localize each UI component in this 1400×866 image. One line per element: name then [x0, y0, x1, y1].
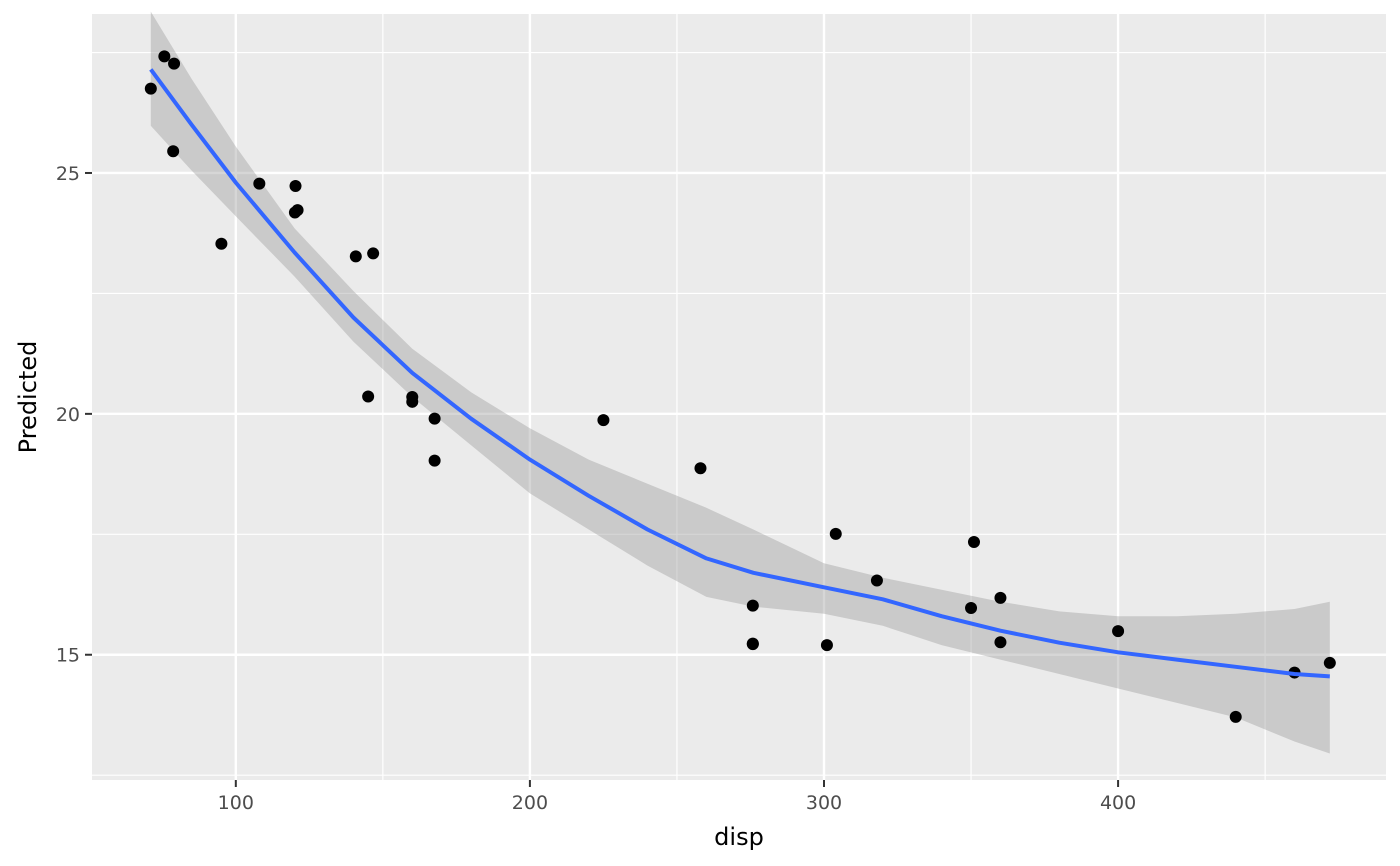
- y-tick-label: 20: [56, 404, 80, 426]
- x-axis-title: disp: [714, 823, 764, 851]
- data-point: [967, 536, 980, 549]
- data-point: [965, 602, 978, 615]
- smooth-line: [149, 68, 1330, 679]
- data-point: [349, 250, 362, 263]
- data-point: [820, 639, 833, 652]
- y-axis: 15 20 25: [56, 163, 92, 667]
- data-point: [1323, 656, 1336, 669]
- x-tick-label: 200: [512, 792, 548, 814]
- x-tick-label: 100: [218, 792, 254, 814]
- data-point: [362, 390, 375, 403]
- data-point: [829, 527, 842, 540]
- confidence-ribbon: [150, 11, 1330, 754]
- data-point: [291, 204, 304, 217]
- data-point: [289, 179, 302, 192]
- y-tick-label: 15: [56, 645, 80, 667]
- data-point: [144, 82, 157, 95]
- data-point: [870, 574, 883, 587]
- data-point: [994, 591, 1007, 604]
- data-point: [746, 638, 759, 651]
- data-point: [694, 462, 707, 475]
- data-point: [1112, 625, 1125, 638]
- grid-minor: [92, 14, 1386, 780]
- data-point: [167, 145, 180, 158]
- plot-panel: [92, 14, 1386, 780]
- x-axis: 100 200 300 400: [218, 780, 1136, 814]
- data-point: [406, 395, 419, 408]
- data-point: [253, 177, 266, 190]
- data-point: [597, 414, 610, 427]
- data-point: [367, 247, 380, 260]
- x-tick-label: 400: [1100, 792, 1136, 814]
- x-tick-label: 300: [806, 792, 842, 814]
- data-point: [168, 57, 181, 70]
- data-point: [428, 412, 441, 425]
- y-axis-title: Predicted: [14, 341, 42, 454]
- data-point: [746, 599, 759, 612]
- data-points: [144, 50, 1336, 723]
- data-point: [428, 454, 441, 467]
- data-point: [1229, 710, 1242, 723]
- data-point: [994, 636, 1007, 649]
- data-point: [215, 237, 228, 250]
- grid-major: [92, 14, 1386, 780]
- data-point: [158, 50, 171, 63]
- y-tick-label: 25: [56, 163, 80, 185]
